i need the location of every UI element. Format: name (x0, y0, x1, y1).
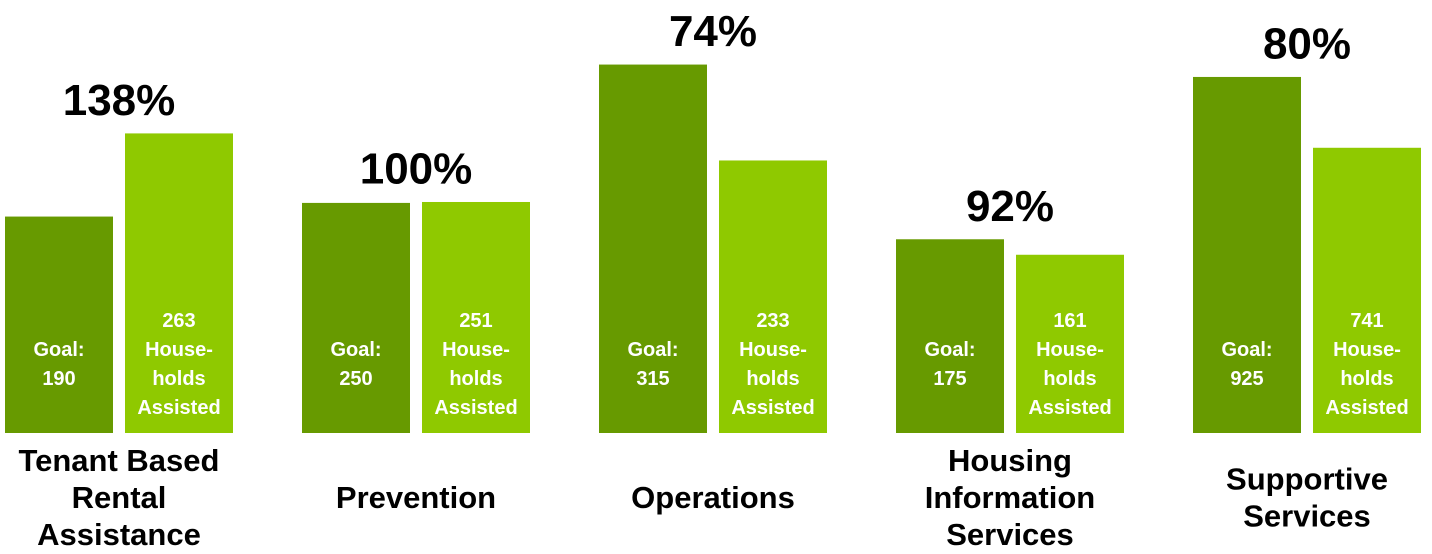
value-label: 190 (42, 368, 75, 390)
category-label: Operations (631, 480, 795, 515)
value-label: 175 (933, 368, 966, 390)
bar (896, 239, 1004, 433)
category-label: Tenant Based (19, 443, 220, 478)
value-label: 263 (162, 310, 195, 332)
value-label: House- (145, 339, 213, 361)
value-label: 925 (1230, 368, 1263, 390)
value-label: Assisted (137, 397, 220, 419)
bar (125, 133, 233, 433)
percent-label: 92% (966, 182, 1054, 231)
bar (1193, 76, 1301, 433)
value-label: 251 (459, 310, 492, 332)
value-label: Goal: (924, 339, 975, 361)
value-label: Goal: (330, 339, 381, 361)
value-label: Assisted (731, 397, 814, 419)
percent-label: 100% (360, 145, 473, 194)
value-label: Assisted (1028, 397, 1111, 419)
category-label: Rental (72, 480, 167, 515)
value-label: Goal: (33, 339, 84, 361)
category-label: Supportive (1226, 462, 1388, 497)
bar (719, 160, 827, 434)
value-label: holds (1340, 368, 1393, 390)
value-label: 315 (636, 368, 669, 390)
bar (1313, 147, 1421, 434)
value-label: 233 (756, 310, 789, 332)
bar (5, 216, 113, 433)
value-label: House- (1333, 339, 1401, 361)
value-label: House- (1036, 339, 1104, 361)
category-label: Assistance (37, 517, 201, 552)
bar (302, 202, 410, 433)
bar (1016, 254, 1124, 433)
value-label: holds (449, 368, 502, 390)
value-label: holds (1043, 368, 1096, 390)
percent-label: 138% (63, 76, 176, 125)
category-label: Services (1243, 499, 1371, 534)
category-label: Prevention (336, 480, 496, 515)
category-label: Services (946, 517, 1074, 552)
value-label: House- (442, 339, 510, 361)
value-label: Goal: (627, 339, 678, 361)
value-label: holds (746, 368, 799, 390)
percent-label: 74% (669, 7, 757, 56)
bar (599, 64, 707, 433)
category-label: Housing (948, 443, 1072, 478)
value-label: holds (152, 368, 205, 390)
percent-label: 80% (1263, 20, 1351, 69)
category-label: Information (925, 480, 1096, 515)
value-label: Assisted (1325, 397, 1408, 419)
value-label: 161 (1053, 310, 1086, 332)
value-label: 741 (1350, 310, 1383, 332)
value-label: 250 (339, 368, 372, 390)
bar (422, 201, 530, 433)
value-label: Assisted (434, 397, 517, 419)
value-label: Goal: (1221, 339, 1272, 361)
value-label: House- (739, 339, 807, 361)
